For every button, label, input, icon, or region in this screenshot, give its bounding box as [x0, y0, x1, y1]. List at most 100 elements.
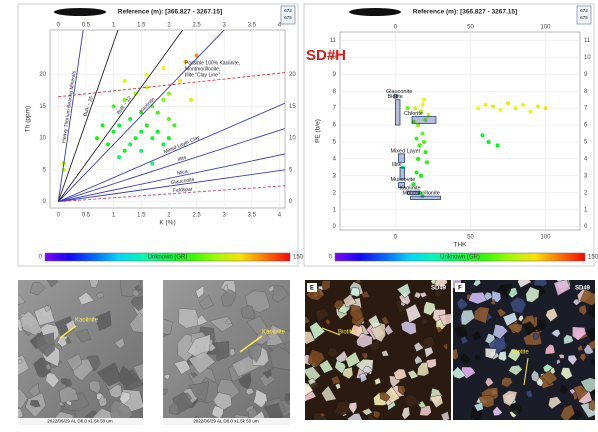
point — [487, 140, 491, 144]
point — [139, 130, 143, 134]
point — [422, 98, 426, 102]
image-tag: E — [310, 286, 314, 292]
point — [424, 150, 428, 154]
point — [134, 136, 138, 140]
point — [415, 137, 419, 141]
point — [425, 160, 429, 164]
y-tick-label: 10 — [39, 136, 46, 142]
point — [101, 123, 105, 127]
thin-section — [448, 275, 598, 422]
x-tick-label-top: 3.5 — [248, 23, 257, 29]
x-tick-label: 0.5 — [82, 213, 91, 219]
point — [421, 103, 425, 107]
point — [112, 104, 116, 108]
badge-text: 673 — [580, 8, 588, 13]
point — [481, 133, 485, 137]
point — [150, 162, 154, 166]
point — [419, 174, 423, 178]
point — [484, 103, 488, 107]
point — [95, 136, 99, 140]
point — [418, 143, 422, 147]
sem-image — [4, 274, 152, 432]
image-caption: 2022/06/29 AL D8.0 x1.5k 50 um — [193, 419, 259, 424]
point — [189, 98, 193, 102]
point — [161, 98, 165, 102]
y-tick-label-right: 20 — [289, 72, 296, 78]
point — [112, 130, 116, 134]
badge-text: 675 — [580, 15, 588, 20]
y-tick-label-right: 11 — [584, 38, 591, 44]
mineral-label: Mixed Layer — [391, 148, 421, 154]
image-caption: 2022/06/29 AL D8.0 x1.5k 50 um — [47, 419, 113, 424]
mineral-label: Chlorite — [404, 111, 423, 117]
x-tick-label: 3.5 — [248, 213, 257, 219]
x-tick-label: 100 — [540, 235, 551, 241]
colorbar-label: Unknown (GR) — [440, 255, 480, 261]
point — [106, 142, 110, 146]
redaction — [349, 8, 401, 16]
x-tick-label: 1.5 — [137, 213, 146, 219]
point — [128, 142, 132, 146]
mineral-label: Montmorillonite — [403, 191, 440, 197]
point — [529, 110, 533, 114]
mineral-label: Illite — [392, 162, 402, 168]
x-tick-label: 50 — [467, 235, 474, 241]
point — [161, 66, 165, 70]
point — [416, 157, 420, 161]
image-label: Biotite — [512, 350, 529, 356]
y-axis-label: PE (b/e) — [315, 119, 322, 143]
point — [499, 108, 503, 112]
point — [123, 149, 127, 153]
point — [491, 104, 495, 108]
colorbar-label: Unknown (GR) — [148, 255, 188, 261]
redaction — [54, 8, 106, 16]
texture-grain — [89, 274, 98, 288]
badge-text: 673 — [284, 8, 292, 13]
point — [145, 73, 149, 77]
point — [496, 143, 500, 147]
point — [150, 136, 154, 140]
point — [544, 106, 548, 110]
texture-grain — [498, 351, 506, 361]
texture-grain — [269, 346, 295, 370]
y-tick-label: 15 — [39, 104, 46, 110]
image-tag: SD49 — [431, 286, 447, 292]
plot-area — [340, 32, 580, 230]
x-tick-label-top: 100 — [540, 25, 551, 31]
sem-image — [154, 280, 296, 432]
point — [156, 111, 160, 115]
image-label: Kaolinite — [262, 330, 286, 336]
point — [167, 136, 171, 140]
image-tag: SD49 — [575, 286, 591, 292]
image-tag: F — [458, 286, 462, 292]
colorbar-max: 150 — [293, 255, 304, 261]
point — [415, 170, 419, 174]
point — [421, 132, 425, 136]
point — [476, 106, 480, 110]
point — [178, 79, 182, 83]
x-tick-label-top: 0.5 — [82, 23, 91, 29]
mineral-box — [396, 100, 401, 125]
x-axis-label: K (%) — [159, 220, 175, 227]
point — [167, 92, 171, 96]
point — [172, 123, 176, 127]
point — [128, 117, 132, 121]
y-tick-label-right: 15 — [289, 104, 296, 110]
thin-section — [297, 274, 455, 426]
point — [156, 130, 160, 134]
point — [413, 106, 417, 110]
colorbar-max: 150 — [588, 255, 598, 261]
y-tick-label-right: 10 — [289, 136, 296, 142]
y-tick-label: 20 — [39, 72, 46, 78]
image-label: Kaolinite — [75, 318, 99, 324]
point — [117, 155, 121, 159]
image-label: Biotite — [338, 330, 355, 336]
annotation: Illite "Clay Line" — [185, 72, 220, 78]
texture-grain — [534, 275, 547, 287]
y-axis-label: Th (ppm) — [25, 106, 32, 132]
point — [123, 79, 127, 83]
point — [521, 103, 525, 107]
point — [406, 106, 410, 110]
point — [167, 117, 171, 121]
badge-text: 675 — [284, 15, 292, 20]
